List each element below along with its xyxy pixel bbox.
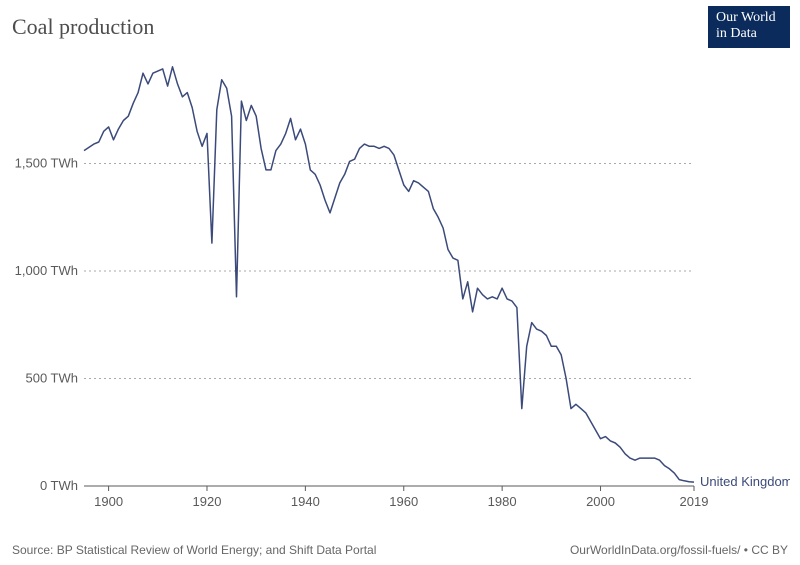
chart-footer: Source: BP Statistical Review of World E… xyxy=(12,543,788,557)
footer-attribution: OurWorldInData.org/fossil-fuels/ • CC BY xyxy=(570,543,788,557)
x-tick-label: 1960 xyxy=(389,494,418,509)
x-tick-label: 2000 xyxy=(586,494,615,509)
logo-line1: Our World xyxy=(716,10,776,25)
series-line xyxy=(84,67,694,482)
chart-area: 0 TWh 500 TWh 1,000 TWh 1,500 TWh 1900 1920 19… xyxy=(10,50,790,520)
y-tick-label: 500 TWh xyxy=(25,371,78,386)
y-tick-label: 0 TWh xyxy=(40,478,78,493)
y-tick-label: 1,500 TWh xyxy=(15,156,78,171)
x-tick-label: 1920 xyxy=(193,494,222,509)
line-chart: 0 TWh 500 TWh 1,000 TWh 1,500 TWh 1900 1920 19… xyxy=(10,50,790,520)
chart-title: Coal production xyxy=(12,14,154,40)
x-tick-label: 1940 xyxy=(291,494,320,509)
x-tick-label: 2019 xyxy=(680,494,709,509)
series-label: United Kingdom xyxy=(700,474,790,489)
footer-source: Source: BP Statistical Review of World E… xyxy=(12,543,376,557)
x-tick-label: 1980 xyxy=(488,494,517,509)
owid-logo: Our World in Data xyxy=(708,6,790,48)
x-tick-label: 1900 xyxy=(94,494,123,509)
y-tick-label: 1,000 TWh xyxy=(15,263,78,278)
logo-line2: in Data xyxy=(716,26,757,41)
